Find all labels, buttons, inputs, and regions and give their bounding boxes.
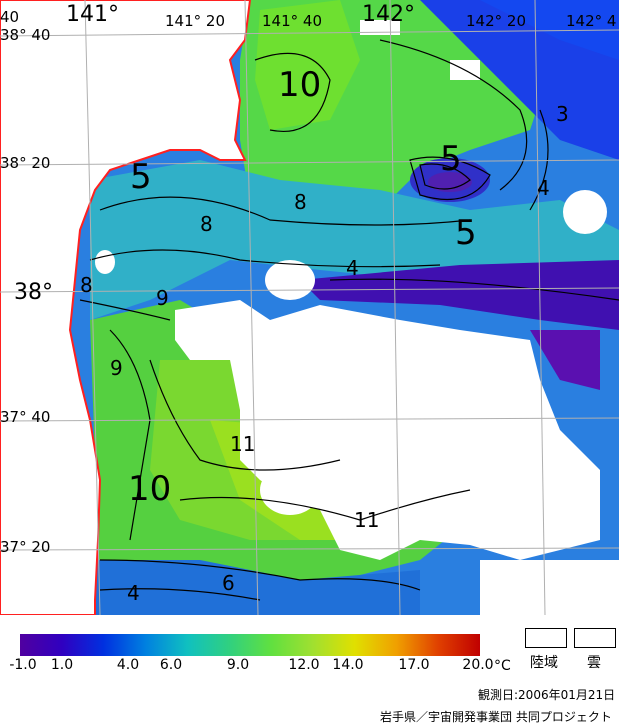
contour-label: 6 [222,571,235,595]
contour-label: 10 [128,469,172,509]
credit-line: 岩手県／宇宙開発事業団 共同プロジェクト [380,710,612,724]
sst-map [0,0,619,615]
corner-label: 40 [0,8,20,26]
contour-label: 3 [556,102,569,126]
contour-label: 11 [354,508,380,532]
contour-label: 5 [130,157,152,197]
lat-label-37-40: 37° 40 [0,408,51,426]
contour-label: 5 [455,213,477,253]
contour-label: 11 [230,432,256,456]
colorbar-tick: 17.0 [398,657,430,673]
isotherms [79,39,619,601]
contour-label: 8 [294,190,307,214]
cloud-patches [95,20,607,560]
cloud-legend-label: 雲 [587,655,601,671]
contour-label: 4 [127,581,140,605]
colorbar-tick: 4.0 [116,657,140,673]
colorbar-unit: °C [494,658,511,674]
lon-label-142: 142° [362,2,415,27]
colorbar-tick: 6.0 [159,657,183,673]
cloud-legend-swatch [574,628,616,648]
land-legend-swatch [525,628,567,648]
contour-label: 8 [200,212,213,236]
land-legend-label: 陸域 [530,655,558,671]
colorbar-tick: 20.0 [462,657,494,673]
contour-label: 8 [80,273,93,297]
lon-label-141: 141° [66,2,119,27]
colorbar-tick: 1.0 [50,657,74,673]
contour-label: 5 [440,139,462,179]
observation-date: 観測日:2006年01月21日 [478,688,616,702]
lat-label-38: 38° [14,280,53,305]
lon-label-142-20: 142° 20 [466,12,526,30]
contour-label: 10 [278,65,322,105]
lon-label-142-40: 142° 4 [566,12,617,30]
contour-label: 4 [537,176,550,200]
colorbar-tick: 12.0 [288,657,320,673]
lat-label-38-20: 38° 20 [0,154,51,172]
lon-label-141-40: 141° 40 [262,12,322,30]
contour-label: 9 [110,356,123,380]
colorbar-tick: 9.0 [226,657,250,673]
contour-label: 9 [156,286,169,310]
colorbar-tick: 14.0 [332,657,364,673]
graticule [0,0,619,615]
lat-label-37-20: 37° 20 [0,538,51,556]
colorbar-tick: -1.0 [9,657,37,673]
lat-label-38-40: 38° 40 [0,26,51,44]
temperature-colorbar [20,634,480,656]
lon-label-141-20: 141° 20 [165,12,225,30]
contour-label: 4 [346,256,359,280]
